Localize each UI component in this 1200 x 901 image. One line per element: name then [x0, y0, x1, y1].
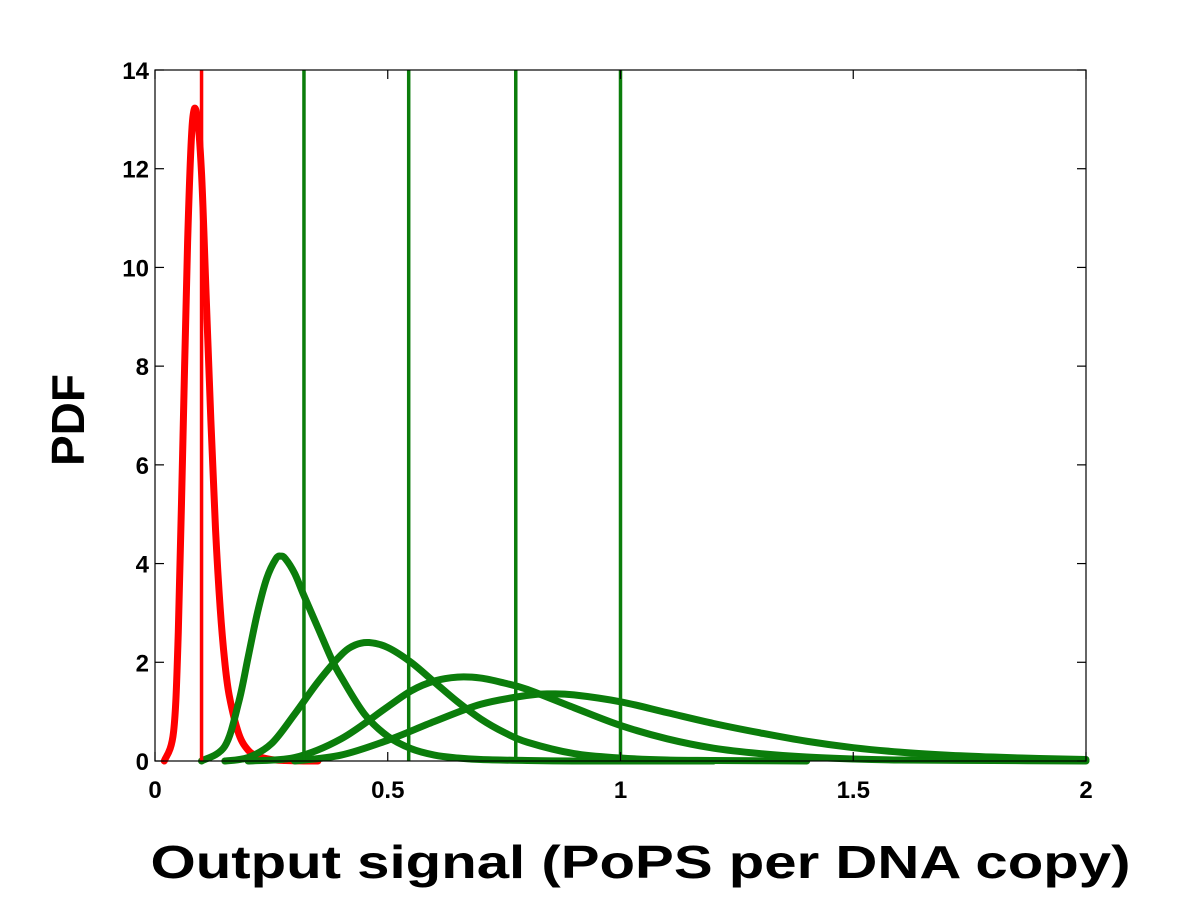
y-tick-label-4: 8 [136, 354, 149, 381]
vertical-lines-layer [199, 70, 623, 761]
y-tick-label-0: 0 [136, 749, 149, 776]
y-axis-title: PDF [42, 374, 94, 466]
x-tick-label-2: 1 [614, 777, 627, 804]
x-tick-label-3: 1.5 [837, 777, 870, 804]
series-green-4-line [244, 673, 1090, 765]
y-tick-label-6: 12 [122, 157, 149, 184]
series-green-5-line [291, 690, 1090, 765]
x-tick-label-0: 0 [148, 777, 161, 804]
y-tick-label-7: 14 [122, 58, 149, 85]
y-tick-label-2: 4 [136, 552, 150, 579]
y-tick-label-5: 10 [122, 255, 149, 282]
y-tick-label-3: 6 [136, 453, 149, 480]
curves-layer [160, 104, 1090, 765]
tick-labels-layer: 0 0.5 1 1.5 2 0 2 4 6 8 10 12 14 [122, 58, 1092, 804]
x-axis-title: Output signal (PoPS per DNA copy) [151, 836, 1131, 888]
ticks-layer [154, 69, 1087, 762]
series-green-2-line [198, 552, 718, 765]
y-tick-label-1: 2 [136, 650, 149, 677]
series-red-1-line [160, 104, 322, 765]
x-tick-label-4: 2 [1079, 777, 1092, 804]
x-tick-label-1: 0.5 [371, 777, 404, 804]
